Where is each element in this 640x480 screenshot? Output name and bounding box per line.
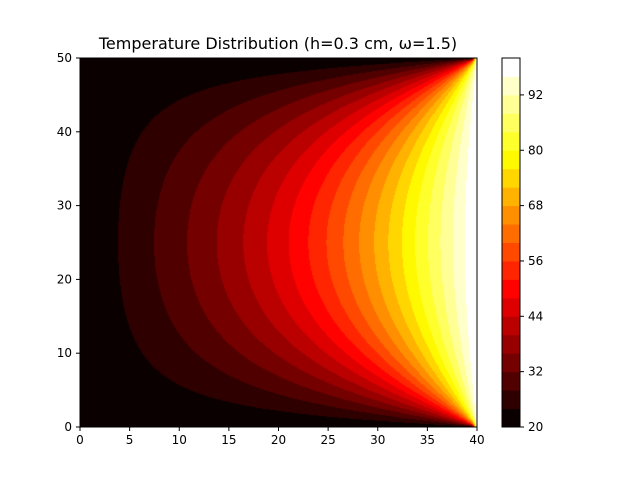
colorbar-tick-label: 44 <box>528 309 543 323</box>
y-tick-label: 10 <box>57 346 72 360</box>
colorbar-band <box>502 224 520 243</box>
x-tick-label: 40 <box>469 433 484 447</box>
colorbar-tick-label: 56 <box>528 254 543 268</box>
x-tick-label: 5 <box>126 433 134 447</box>
colorbar-band <box>502 94 520 114</box>
colorbar-tick-label: 20 <box>528 420 543 434</box>
colorbar-band <box>502 279 520 299</box>
colorbar-band <box>502 131 520 151</box>
colorbar-band <box>502 113 520 133</box>
colorbar-band <box>502 260 520 280</box>
x-tick-label: 30 <box>370 433 385 447</box>
chart-title: Temperature Distribution (h=0.3 cm, ω=1.… <box>98 34 457 53</box>
colorbar-band <box>502 150 520 170</box>
colorbar-band <box>502 408 520 428</box>
y-tick-label: 20 <box>57 272 72 286</box>
colorbar-band <box>502 187 520 207</box>
colorbar-axis: 20 32 44 56 68 80 92 <box>520 88 543 434</box>
x-tick-label: 35 <box>420 433 435 447</box>
x-tick-label: 10 <box>172 433 187 447</box>
y-tick-label: 30 <box>57 199 72 213</box>
colorbar-band <box>502 58 520 77</box>
colorbar-frame <box>501 57 521 428</box>
y-axis: 0 10 20 30 40 50 <box>57 51 80 434</box>
colorbar <box>502 58 520 428</box>
colorbar-band <box>502 168 520 188</box>
colorbar-tick-label: 92 <box>528 88 543 102</box>
colorbar-band <box>502 76 520 96</box>
plot-area <box>80 58 477 427</box>
colorbar-tick-label: 68 <box>528 199 543 213</box>
colorbar-band <box>502 205 520 225</box>
colorbar-tick-label: 32 <box>528 365 543 379</box>
colorbar-band <box>502 353 520 373</box>
colorbar-band <box>502 297 520 317</box>
x-tick-label: 15 <box>221 433 236 447</box>
x-tick-label: 25 <box>320 433 335 447</box>
colorbar-band <box>502 334 520 354</box>
y-tick-label: 0 <box>64 420 72 434</box>
colorbar-tick-label: 80 <box>528 143 543 157</box>
y-tick-label: 40 <box>57 125 72 139</box>
x-tick-label: 20 <box>271 433 286 447</box>
y-tick-label: 50 <box>57 51 72 65</box>
colorbar-band <box>502 316 520 336</box>
x-axis: 0 5 10 15 20 25 30 35 40 <box>76 427 485 447</box>
x-tick-label: 0 <box>76 433 84 447</box>
colorbar-band <box>502 390 520 410</box>
contour-field <box>80 58 477 427</box>
colorbar-band <box>502 371 520 391</box>
colorbar-band <box>502 242 520 262</box>
